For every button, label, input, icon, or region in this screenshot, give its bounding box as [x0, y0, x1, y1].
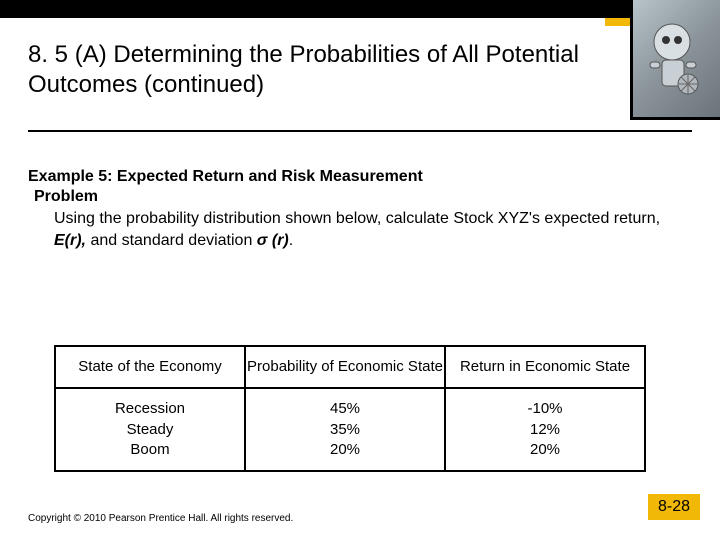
body-mid: and standard deviation: [86, 232, 257, 249]
body-pre: Using the probability distribution shown…: [54, 210, 660, 227]
page-number: 8-28: [648, 494, 700, 520]
table-data-row: Recession Steady Boom 45% 35% 20% -10% 1…: [55, 388, 645, 471]
example-heading: Example 5: Expected Return and Risk Meas…: [28, 168, 692, 186]
col-header-state: State of the Economy: [55, 346, 245, 388]
robot-icon: [642, 14, 712, 104]
copyright-footer: Copyright © 2010 Pearson Prentice Hall. …: [28, 513, 293, 524]
cell-probabilities: 45% 35% 20%: [245, 388, 445, 471]
top-bar: [0, 0, 720, 18]
body-post: .: [289, 232, 293, 249]
problem-body: Using the probability distribution shown…: [54, 208, 674, 251]
cell-states: Recession Steady Boom: [55, 388, 245, 471]
table-header-row: State of the Economy Probability of Econ…: [55, 346, 645, 388]
sigma-symbol: σ (r): [257, 232, 289, 249]
col-header-probability: Probability of Economic State: [245, 346, 445, 388]
probability-table: State of the Economy Probability of Econ…: [54, 345, 646, 472]
corner-photo: [630, 0, 720, 120]
accent-bar: [605, 18, 630, 26]
title-underline: [28, 130, 692, 132]
expected-return-symbol: E(r),: [54, 232, 86, 249]
problem-label: Problem: [34, 188, 692, 206]
slide-title: 8. 5 (A) Determining the Probabilities o…: [28, 40, 588, 100]
cell-returns: -10% 12% 20%: [445, 388, 645, 471]
content-block: Example 5: Expected Return and Risk Meas…: [28, 168, 692, 251]
col-header-return: Return in Economic State: [445, 346, 645, 388]
